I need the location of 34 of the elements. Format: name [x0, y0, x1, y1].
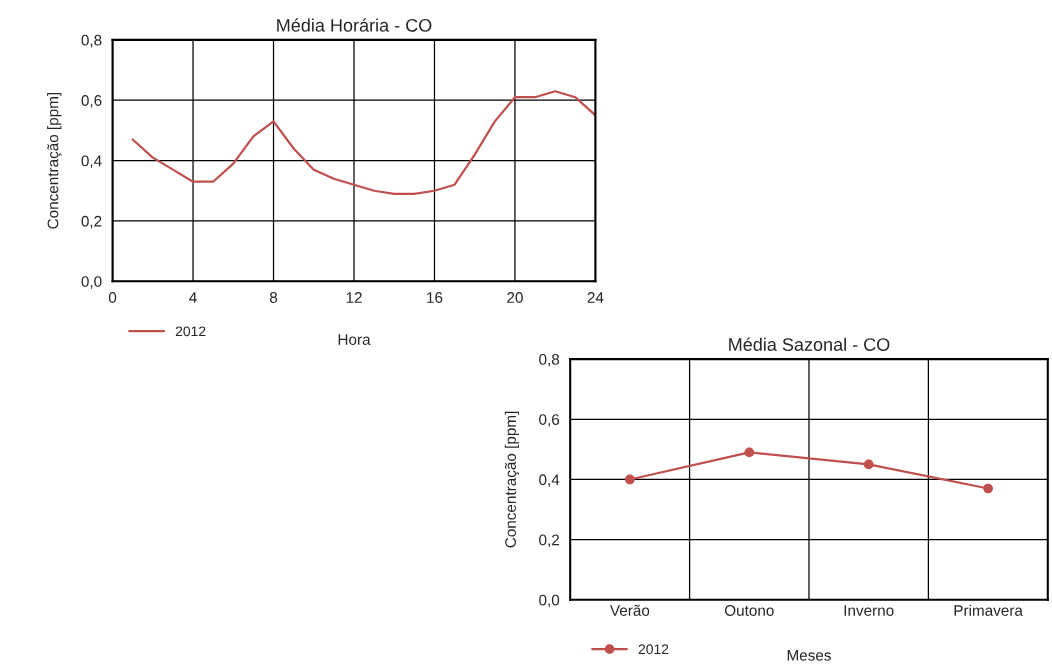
x-tick-label: 4 — [189, 292, 197, 303]
x-tick-label: 24 — [587, 292, 604, 303]
line-series — [131, 90, 596, 195]
point — [863, 459, 874, 470]
x-tick-label: 8 — [269, 292, 278, 303]
y-tick-label: 0,8 — [539, 353, 560, 367]
x-tick-label: Outono — [724, 605, 774, 616]
y-tick-label: 0,4 — [539, 474, 560, 487]
x-tick-label: 0 — [108, 292, 117, 303]
y-tick-label: 0,0 — [539, 594, 560, 608]
point — [983, 483, 993, 494]
point — [744, 447, 755, 458]
x-tick-label: Primavera — [954, 604, 1023, 616]
x-tick-label: Inverno — [844, 605, 894, 616]
x-tick-label: Verão — [609, 604, 650, 616]
y-tick-label: 0,0 — [81, 276, 102, 289]
y-axis-title: Concentração [ppm] — [504, 411, 520, 548]
x-axis-title: Hora — [338, 334, 371, 345]
x-tick-label: 16 — [427, 292, 443, 303]
legend-label: 2012 — [638, 644, 669, 655]
y-tick-label: 0,6 — [81, 95, 102, 108]
y-tick-label: 0,4 — [81, 155, 102, 169]
x-tick-label: 12 — [346, 292, 362, 303]
legend-label: 2012 — [175, 326, 206, 337]
chart-title: Média Horária - CO — [277, 18, 432, 32]
x-tick-label: 20 — [507, 292, 523, 303]
y-tick-label: 0,6 — [539, 414, 560, 427]
y-tick-label: 0,8 — [81, 34, 102, 48]
x-axis-title: Meses — [787, 650, 831, 661]
y-tick-label: 0,2 — [539, 534, 559, 548]
y-tick-label: 0,2 — [81, 215, 102, 229]
y-axis-title: Concentração [ppm] — [47, 92, 62, 229]
point — [625, 474, 635, 485]
chart-title: Média Sazonal - CO — [729, 337, 890, 351]
